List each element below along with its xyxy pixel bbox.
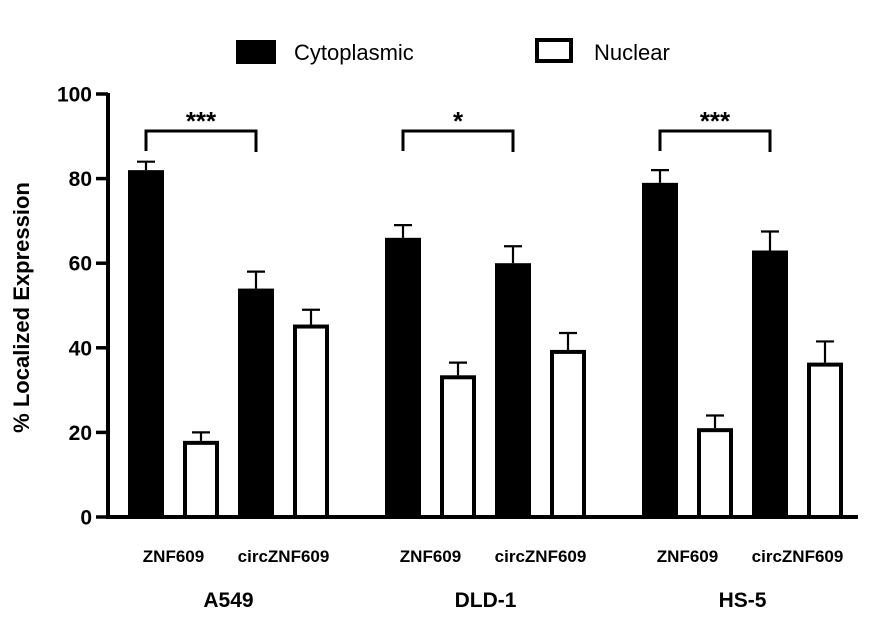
bars	[128, 160, 843, 520]
bar-hs-5-circznf609-nuclear	[807, 362, 843, 520]
significance-label: ***	[186, 106, 217, 136]
y-tick-label: 20	[69, 422, 92, 445]
bar-hs-5-circznf609-cytoplasmic	[752, 250, 788, 517]
y-tick-label: 40	[69, 337, 92, 360]
x-category-label: ZNF609	[143, 547, 204, 566]
bar-a549-znf609-cytoplasmic	[128, 170, 164, 517]
x-category-label: circZNF609	[495, 547, 587, 566]
y-tick-label: 0	[80, 507, 92, 530]
x-category-label: circZNF609	[752, 547, 844, 566]
x-category-label: ZNF609	[400, 547, 461, 566]
group-label-dld-1: DLD-1	[455, 589, 517, 612]
x-category-label: ZNF609	[657, 547, 718, 566]
bar-dld-1-circznf609-nuclear	[550, 349, 586, 520]
y-tick-label: 80	[69, 168, 92, 191]
bar-hs-5-znf609-nuclear	[697, 428, 733, 520]
group-label-a549: A549	[203, 589, 253, 612]
y-axis: 0 20 40 60 80 100 % Localized Expression	[9, 84, 110, 530]
y-tick-label: 100	[57, 84, 92, 107]
bar-hs-5-znf609-cytoplasmic	[642, 182, 678, 517]
category-labels: ZNF609 circZNF609 A549 ZNF609 circZNF609 DLD-…	[143, 547, 844, 612]
bar-dld-1-znf609-cytoplasmic	[385, 237, 421, 517]
group-label-hs-5: HS-5	[719, 589, 767, 612]
legend-swatch-nuclear	[535, 38, 573, 63]
legend-label-nuclear: Nuclear	[594, 40, 670, 65]
bar-dld-1-circznf609-cytoplasmic	[495, 263, 531, 517]
bar-a549-znf609-nuclear	[183, 440, 219, 519]
x-category-label: circZNF609	[238, 547, 330, 566]
significance-label: ***	[700, 106, 731, 136]
legend-label-cytoplasmic: Cytoplasmic	[294, 40, 414, 65]
bar-a549-circznf609-nuclear	[293, 324, 329, 519]
significance-label: *	[453, 106, 464, 136]
legend-swatch-cytoplasmic	[236, 40, 276, 64]
y-axis-label: % Localized Expression	[9, 182, 34, 433]
significance-brackets: *** * ***	[144, 106, 772, 152]
y-tick-label: 60	[69, 253, 92, 276]
legend: Cytoplasmic Nuclear	[236, 38, 670, 65]
bar-a549-circznf609-cytoplasmic	[238, 288, 274, 517]
bar-dld-1-znf609-nuclear	[440, 375, 476, 520]
